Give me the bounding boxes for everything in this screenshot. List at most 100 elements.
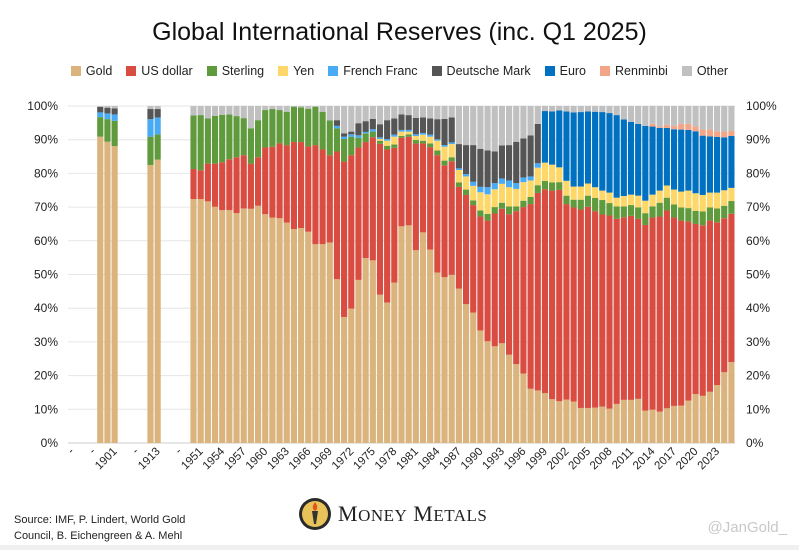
x-tick-label: 1993 (480, 446, 507, 473)
bar-segment-2013-euro (642, 125, 649, 201)
bar-segment-1979-deutsche-mark (398, 114, 405, 130)
bar-segment-1981-other (412, 106, 419, 118)
bar-segment-1982-other (419, 106, 427, 118)
legend-swatch (431, 66, 442, 76)
bar-segment-2023-other (713, 106, 721, 132)
bar-segment-1998-french-franc (534, 163, 541, 168)
bar-segment-1984-sterling (434, 150, 441, 156)
bar-segment-1970-other (333, 106, 341, 121)
source-note: Source: IMF, P. Lindert, World Gold Coun… (14, 512, 185, 544)
bar-segment-1998-yen (534, 167, 541, 186)
bar-segment-1974-sterling (362, 133, 369, 143)
bar-segment-1978-sterling (391, 144, 398, 148)
bar-segment-2015-us-dollar (656, 216, 663, 412)
bar-segment-2005-us-dollar (584, 206, 592, 408)
x-tick-label: 2014 (631, 445, 658, 472)
bar-segment-1963-other (283, 106, 290, 112)
bar-segment-2000-gold (549, 399, 556, 443)
bar-segment-2015-other (656, 106, 663, 127)
bar-segment-1964-us-dollar (290, 142, 298, 230)
bar-segment-1980-us-dollar (405, 136, 412, 226)
bar-segment-1979-sterling (398, 135, 405, 138)
bar-segment-1899-other (97, 106, 104, 108)
bar-segment-1955-sterling (226, 114, 233, 160)
legend-label: Deutsche Mark (446, 64, 531, 78)
y-tick-label-left: 60% (34, 234, 58, 248)
bar-segment-1989-other (470, 106, 477, 146)
bar-segment-2015-euro (656, 127, 663, 191)
bar-segment-1977-other (384, 106, 391, 121)
legend-swatch (206, 66, 217, 76)
bar-segment-1998-deutsche-mark (534, 123, 541, 164)
bar-segment-1952-sterling (204, 118, 211, 164)
bar-segment-2024-other (721, 106, 728, 132)
bar-segment-2006-yen (592, 187, 599, 199)
bar-segment-1966-sterling (305, 108, 312, 147)
y-tick-label-left: 30% (34, 335, 58, 349)
bar-segment-2014-euro (649, 126, 656, 195)
bar-segment-1983-other (427, 106, 434, 119)
bar-segment-2004-us-dollar (577, 209, 584, 408)
bar-segment-1913-other (154, 106, 161, 110)
bar-segment-1974-us-dollar (362, 142, 369, 258)
y-tick-label-right: 30% (746, 335, 770, 349)
x-tick-label: 2011 (610, 446, 636, 472)
bar-segment-2006-other (592, 106, 599, 112)
bar-segment-1958-us-dollar (247, 163, 254, 209)
bar-segment-2004-euro (577, 112, 584, 187)
bar-segment-1974-other (362, 106, 369, 122)
bar-segment-2001-yen (556, 167, 563, 183)
bar-segment-1900-gold (104, 141, 111, 444)
bar-segment-1973-gold (355, 279, 362, 443)
bar-segment-1988-french-franc (462, 174, 470, 177)
y-tick-label-left: 70% (34, 200, 58, 214)
bar-segment-1954-sterling (219, 114, 226, 163)
bar-segment-1999-us-dollar (541, 189, 549, 394)
bar-segment-1996-sterling (520, 200, 527, 208)
bar-segment-1980-sterling (405, 134, 412, 137)
legend-swatch (681, 66, 692, 76)
x-tick-label: 1901 (93, 446, 120, 473)
bar-segment-2014-renminbi (649, 123, 656, 127)
bar-segment-2012-euro (635, 123, 642, 196)
bar-segment-1986-us-dollar (448, 161, 455, 275)
torch-seal-icon (299, 498, 331, 530)
x-tick-label: 1966 (287, 446, 314, 473)
bar-segment-1953-other (211, 106, 219, 116)
bar-segment-1995-us-dollar (513, 211, 520, 365)
bar-segment-2017-other (670, 106, 678, 126)
bar-segment-2004-other (577, 106, 584, 113)
bar-segment-2011-euro (627, 121, 635, 195)
bar-segment-1988-gold (462, 304, 470, 443)
legend-label: Sterling (221, 64, 265, 78)
bar-segment-2021-other (699, 106, 706, 130)
bar-segment-1964-gold (290, 229, 298, 443)
bar-segment-1973-sterling (355, 137, 362, 148)
bar-segment-1955-gold (226, 210, 233, 443)
y-tick-label-right: 10% (746, 402, 770, 416)
bar-segment-1988-yen (462, 176, 470, 190)
bar-segment-2016-us-dollar (663, 210, 670, 409)
bar-segment-1997-french-franc (527, 176, 534, 181)
bar-segment-2020-yen (692, 193, 699, 211)
bar-segment-1975-other (369, 106, 376, 119)
legend-swatch (70, 66, 81, 76)
bar-segment-1984-gold (434, 272, 441, 443)
legend-item: Sterling (206, 64, 265, 78)
bar-segment-1965-us-dollar (298, 142, 305, 228)
bar-segment-1992-us-dollar (491, 213, 498, 347)
bar-segment-1985-sterling (441, 160, 448, 166)
bar-segment-1957-other (240, 106, 247, 119)
bar-segment-1988-us-dollar (462, 194, 470, 305)
bar-segment-2020-euro (692, 131, 699, 194)
bar-segment-1982-yen (419, 134, 427, 141)
bar-segment-1974-gold (362, 257, 369, 443)
x-tick-label: 1990 (459, 446, 486, 473)
bar-segment-1985-gold (441, 277, 448, 443)
bar-segment-1978-gold (391, 282, 398, 443)
bar-segment-1956-other (233, 106, 240, 117)
bar-segment-2001-euro (556, 110, 563, 168)
bar-segment-2022-renminbi (706, 129, 713, 137)
bar-segment-2014-other (649, 106, 656, 124)
legend-label: US dollar (141, 64, 193, 78)
